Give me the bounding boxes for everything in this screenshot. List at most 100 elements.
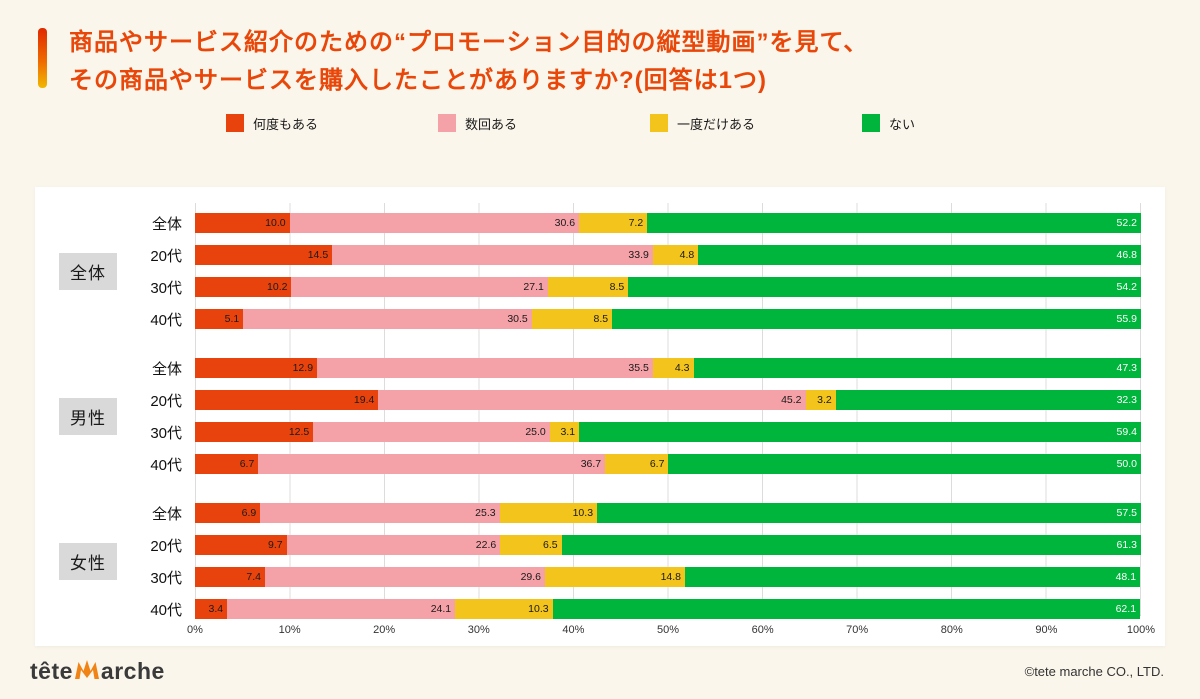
bar-track: 19.4 45.2 3.2 32.3	[195, 390, 1141, 410]
bar-track: 14.5 33.9 4.8 46.8	[195, 245, 1141, 265]
bar-value: 52.2	[1116, 216, 1137, 229]
bar-value: 30.6	[554, 216, 576, 229]
page-title-line1: 商品やサービス紹介のための“プロモーション目的の縦型動画”を見て、	[69, 29, 869, 56]
bar-segment: 30.5	[243, 309, 532, 329]
row-label: 20代	[150, 392, 182, 410]
bar-segment: 25.3	[260, 503, 500, 523]
row-label: 30代	[150, 424, 182, 442]
x-axis-tick: 10%	[278, 624, 301, 636]
bar-row: 30代 7.4 29.6 14.8 48.1	[129, 561, 1141, 593]
bar-value: 33.9	[628, 248, 649, 261]
legend-label: ない	[889, 116, 916, 132]
bar-row: 20代 14.5 33.9 4.8 46.8	[129, 239, 1141, 271]
bar-segment: 47.3	[693, 358, 1141, 378]
bar-group: 全体 全体 10.0 30.6 7.2 52.2 20代 14.5 33.9 4.8 46.8 30代…	[59, 207, 1141, 335]
bar-segment: 61.3	[561, 535, 1141, 555]
bar-row: 全体 6.9 25.3 10.3 57.5	[129, 497, 1141, 529]
bar-segment: 7.4	[195, 567, 265, 587]
bar-value: 54.2	[1116, 280, 1137, 293]
bar-row: 20代 9.7 22.6 6.5 61.3	[129, 529, 1141, 561]
bar-segment: 52.2	[647, 213, 1141, 233]
bar-value: 35.5	[628, 361, 649, 374]
bar-segment: 8.5	[547, 277, 629, 297]
bar-value: 10.2	[267, 280, 288, 293]
bar-segment: 10.0	[195, 213, 290, 233]
bar-segment: 54.2	[628, 277, 1141, 297]
bar-segment: 27.1	[291, 277, 548, 297]
bar-value: 5.1	[224, 312, 240, 325]
group-label: 全体	[59, 252, 117, 290]
bar-segment: 6.7	[605, 454, 669, 474]
bar-value: 48.1	[1115, 570, 1137, 583]
bar-segment: 5.1	[195, 309, 244, 329]
x-axis-tick: 20%	[373, 624, 396, 636]
group-rows: 全体 10.0 30.6 7.2 52.2 20代 14.5 33.9 4.8 46.8 30代 10…	[129, 207, 1141, 335]
bar-segment: 48.1	[685, 567, 1141, 587]
group-label-cell: 男性	[59, 397, 129, 435]
x-axis-tick: 50%	[656, 624, 680, 636]
x-axis-tick: 40%	[562, 624, 585, 636]
bar-track: 10.0 30.6 7.2 52.2	[195, 213, 1141, 233]
bar-value: 10.3	[572, 506, 594, 519]
plot-area: 全体 全体 10.0 30.6 7.2 52.2 20代 14.5 33.9 4.8 46.8 30代…	[59, 199, 1155, 642]
bar-row: 全体 10.0 30.6 7.2 52.2	[129, 207, 1141, 239]
bar-segment: 29.6	[265, 567, 546, 587]
bar-value: 55.9	[1116, 312, 1137, 325]
x-axis-tick: 30%	[467, 624, 490, 636]
legend-item: 数回ある	[438, 114, 650, 133]
row-label: 20代	[150, 247, 182, 265]
bar-value: 4.3	[674, 361, 690, 374]
bar-row: 30代 10.2 27.1 8.5 54.2	[129, 271, 1141, 303]
group-label: 女性	[59, 542, 117, 580]
group-label: 男性	[59, 397, 117, 435]
row-label: 全体	[151, 360, 182, 378]
row-label: 40代	[150, 456, 182, 474]
bar-segment: 8.5	[531, 309, 613, 329]
row-label: 全体	[151, 215, 182, 233]
group-label-cell: 全体	[59, 252, 129, 290]
bar-segment: 25.0	[313, 422, 550, 442]
legend-item: 一度だけある	[650, 114, 862, 133]
bar-value: 8.5	[593, 312, 609, 325]
bar-value: 27.1	[523, 280, 544, 293]
bar-segment: 22.6	[286, 535, 501, 555]
bar-segment: 50.0	[668, 454, 1141, 474]
group-label-cell: 女性	[59, 542, 129, 580]
bar-segment: 9.7	[195, 535, 287, 555]
x-axis-tick: 70%	[846, 624, 869, 636]
page-title-line2: その商品やサービスを購入したことがありますか?(回答は1つ)	[69, 66, 767, 94]
bar-value: 46.8	[1116, 248, 1137, 261]
bar-segment: 7.2	[579, 213, 648, 233]
legend-label: 一度だけある	[677, 116, 756, 132]
bar-value: 6.7	[239, 457, 255, 470]
bar-row: 20代 19.4 45.2 3.2 32.3	[129, 384, 1141, 416]
bar-segment: 3.2	[805, 390, 836, 410]
bar-segment: 6.5	[500, 535, 562, 555]
row-label: 40代	[150, 601, 182, 619]
bar-value: 47.3	[1116, 361, 1137, 374]
bar-value: 30.5	[507, 312, 528, 325]
slide: 商品やサービス紹介のための“プロモーション目的の縦型動画”を見て、 その商品やサ…	[0, 24, 1200, 699]
bar-value: 24.1	[430, 602, 452, 615]
bar-segment: 55.9	[612, 309, 1141, 329]
bar-value: 10.0	[265, 216, 286, 229]
bar-value: 12.9	[292, 361, 314, 374]
bar-value: 10.3	[528, 602, 549, 615]
bar-value: 12.5	[288, 425, 310, 438]
row-label: 30代	[150, 569, 182, 587]
bar-value: 25.0	[525, 425, 546, 438]
bar-value: 61.3	[1116, 538, 1137, 551]
bar-value: 25.3	[475, 506, 496, 519]
bar-track: 7.4 29.6 14.8 48.1	[195, 567, 1141, 587]
legend-swatch-often-icon	[226, 114, 244, 133]
bar-segment: 6.9	[195, 503, 261, 523]
bar-segment: 14.5	[195, 245, 333, 265]
bar-value: 14.8	[660, 570, 682, 583]
bar-value: 57.5	[1116, 506, 1137, 519]
header: 商品やサービス紹介のための“プロモーション目的の縦型動画”を見て、 その商品やサ…	[38, 24, 1200, 100]
bar-segment: 36.7	[258, 454, 606, 474]
bar-track: 12.5 25.0 3.1 59.4	[195, 422, 1141, 442]
bar-value: 4.8	[679, 248, 695, 261]
bar-value: 6.9	[241, 506, 257, 519]
legend-swatch-few-times-icon	[438, 114, 456, 133]
